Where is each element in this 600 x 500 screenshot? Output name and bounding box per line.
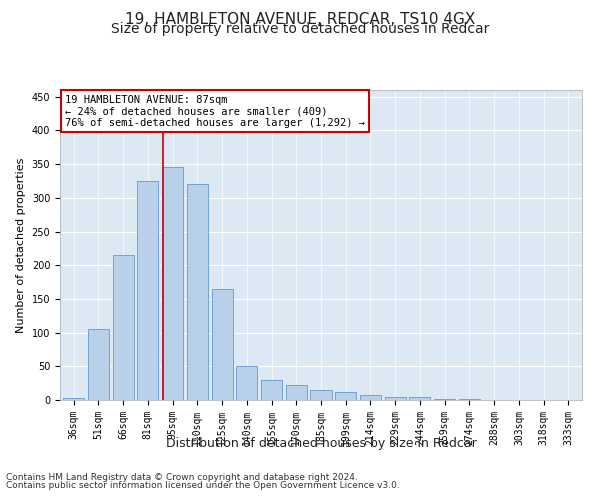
Bar xyxy=(113,255,134,400)
Bar xyxy=(335,392,356,400)
Bar xyxy=(286,385,307,400)
Text: Distribution of detached houses by size in Redcar: Distribution of detached houses by size … xyxy=(166,438,476,450)
Text: 19, HAMBLETON AVENUE, REDCAR, TS10 4GX: 19, HAMBLETON AVENUE, REDCAR, TS10 4GX xyxy=(125,12,475,28)
Bar xyxy=(88,329,109,400)
Bar xyxy=(310,390,332,400)
Text: Contains HM Land Registry data © Crown copyright and database right 2024.: Contains HM Land Registry data © Crown c… xyxy=(6,472,358,482)
Y-axis label: Number of detached properties: Number of detached properties xyxy=(16,158,26,332)
Bar xyxy=(261,380,282,400)
Bar xyxy=(434,398,455,400)
Bar xyxy=(137,181,158,400)
Bar xyxy=(187,184,208,400)
Bar xyxy=(409,396,430,400)
Bar xyxy=(360,394,381,400)
Bar xyxy=(385,398,406,400)
Text: Contains public sector information licensed under the Open Government Licence v3: Contains public sector information licen… xyxy=(6,481,400,490)
Bar xyxy=(236,366,257,400)
Text: Size of property relative to detached houses in Redcar: Size of property relative to detached ho… xyxy=(111,22,489,36)
Bar xyxy=(162,168,183,400)
Text: 19 HAMBLETON AVENUE: 87sqm
← 24% of detached houses are smaller (409)
76% of sem: 19 HAMBLETON AVENUE: 87sqm ← 24% of deta… xyxy=(65,94,365,128)
Bar xyxy=(63,398,84,400)
Bar xyxy=(212,289,233,400)
